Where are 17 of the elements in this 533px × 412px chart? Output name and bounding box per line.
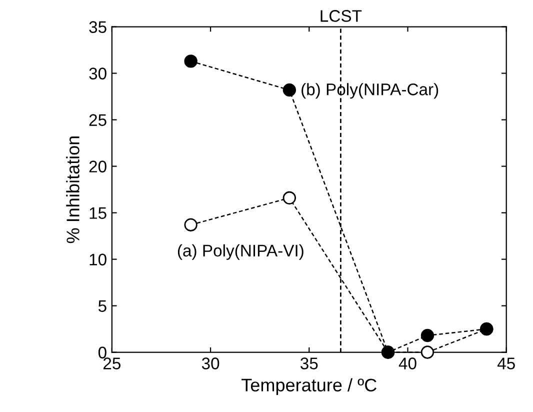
x-tick-label: 35 [300,358,318,370]
x-tick-label: 40 [398,358,416,370]
y-tick-label: 0 [98,346,106,358]
y-tick-label: 25 [89,114,106,126]
y-tick-label: 10 [90,254,106,266]
y-tick-label: 15 [90,207,106,219]
y-axis-title: % Inhibitation [66,136,80,244]
series-label: (a) Poly(NIPA-VI) [178,244,304,260]
x-axis-title: Temperature / ºC [242,378,376,396]
y-tick-label: 5 [98,300,106,312]
y-tick-label: 30 [89,68,106,80]
x-tick-label: 45 [497,358,515,370]
y-tick-label: 35 [89,21,106,33]
y-tick-label: 20 [89,160,106,172]
series-label: (b) Poly(NIPA-Car) [302,83,438,99]
ref-line-label: LCST [320,10,362,22]
x-tick-label: 30 [202,358,220,370]
